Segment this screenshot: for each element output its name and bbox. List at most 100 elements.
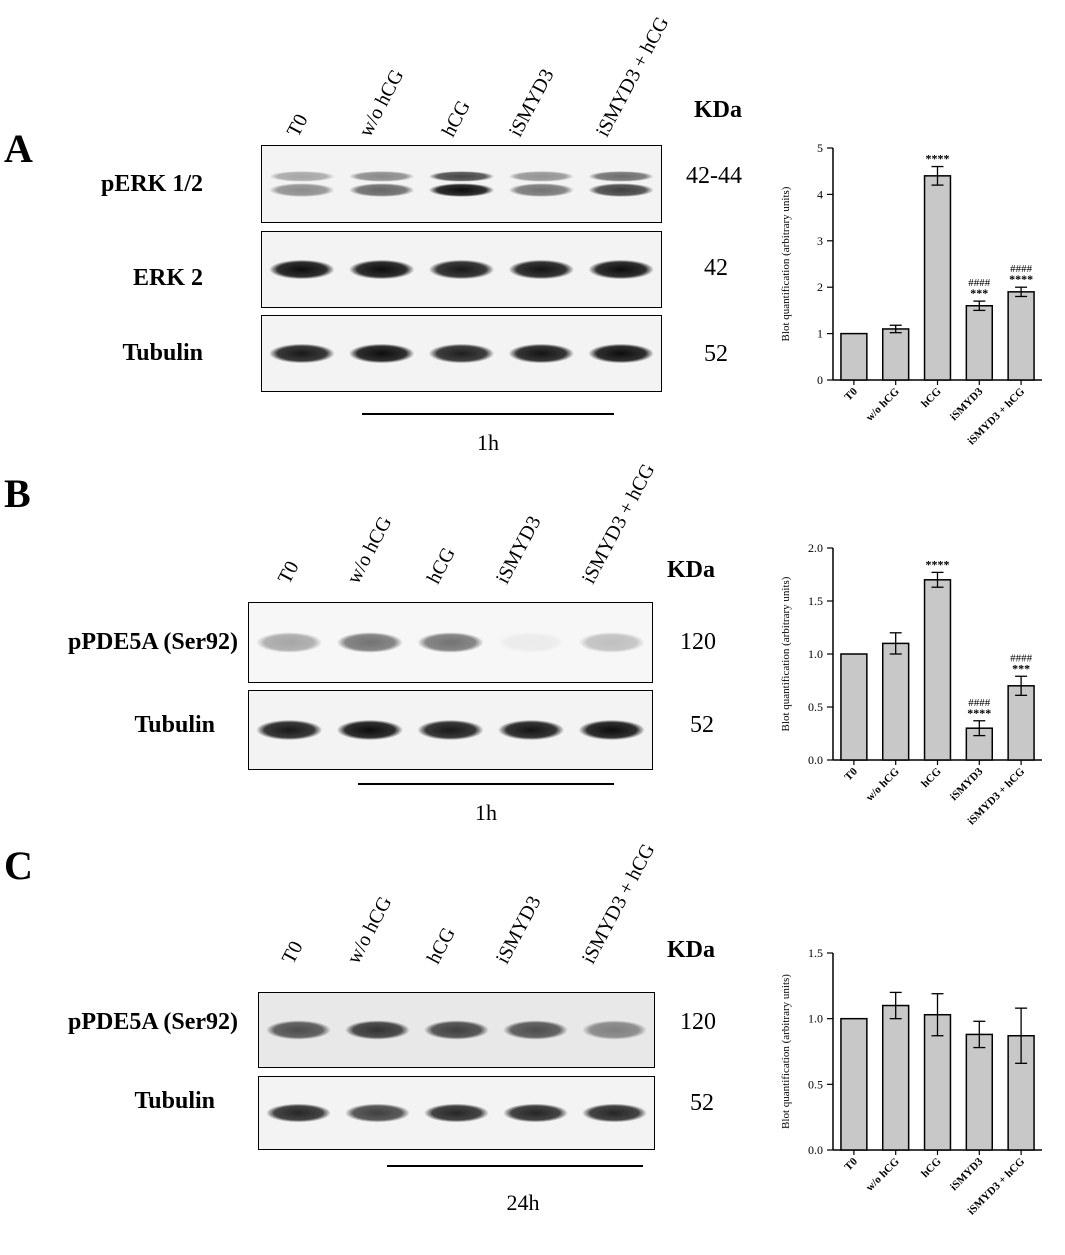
- panel-letter-b: B: [4, 471, 31, 516]
- x-tick-label: w/o hCG: [864, 765, 902, 803]
- blot-band: [428, 171, 495, 182]
- blot-image: [248, 690, 653, 770]
- y-tick-label: 1.0: [808, 647, 823, 661]
- blot-band: [498, 719, 565, 741]
- kda-label: KDa: [667, 557, 715, 583]
- molecular-weight: 120: [680, 1009, 716, 1035]
- y-axis-label: Blot quantification (arbitrary units): [780, 576, 792, 731]
- blot-image: [258, 992, 655, 1068]
- blot-band: [588, 171, 654, 182]
- molecular-weight: 52: [690, 712, 714, 738]
- x-tick-label: w/o hCG: [864, 385, 902, 423]
- lane-label: w/o hCG: [342, 892, 397, 968]
- blot-band: [578, 719, 645, 741]
- blot-band: [269, 343, 335, 364]
- time-bar: [358, 783, 614, 785]
- blot-band: [345, 1020, 410, 1040]
- blot-band: [266, 1020, 331, 1040]
- blot-image: [261, 315, 662, 392]
- bar: [965, 1033, 994, 1151]
- blot-band: [503, 1103, 568, 1123]
- row-label: Tubulin: [122, 340, 203, 366]
- time-label: 1h: [475, 800, 497, 825]
- blot-band: [266, 1103, 331, 1123]
- bar: [1007, 685, 1035, 761]
- bar: [965, 305, 994, 381]
- blot-band: [336, 632, 403, 653]
- bar: [881, 1004, 910, 1151]
- significance-stars: ****: [967, 706, 991, 720]
- blot-band: [428, 343, 495, 364]
- lane-label: w/o hCG: [354, 65, 409, 141]
- x-tick-label: hCG: [919, 765, 944, 790]
- lane-label: T0: [273, 557, 304, 588]
- molecular-weight: 42-44: [686, 163, 742, 189]
- x-tick-label: T0: [842, 765, 860, 783]
- blot-band: [269, 171, 335, 182]
- significance-stars: ****: [926, 152, 950, 166]
- blot-band: [424, 1020, 489, 1040]
- bar: [881, 328, 910, 381]
- blot-image: [261, 231, 662, 308]
- lane-label: w/o hCG: [342, 512, 397, 588]
- blot-band: [424, 1103, 489, 1123]
- blot-band: [508, 183, 575, 197]
- blot-band: [428, 183, 495, 197]
- blot-band: [588, 259, 654, 280]
- molecular-weight: 120: [680, 629, 716, 655]
- blot-band: [417, 719, 484, 741]
- x-tick-label: iSMYD3: [948, 385, 986, 423]
- time-bar: [362, 413, 614, 415]
- significance-stars: ****: [926, 557, 950, 571]
- bar-chart-c: Blot quantification (arbitrary units) 0.0…: [775, 945, 1060, 1250]
- y-axis-label: Blot quantification (arbitrary units): [780, 974, 792, 1129]
- molecular-weight: 42: [704, 255, 728, 281]
- bar: [840, 332, 868, 381]
- bar-chart-a: Blot quantification (arbitrary units) 0 1 2…: [775, 140, 1060, 480]
- blot-band: [578, 632, 645, 653]
- y-tick-label: 2.0: [808, 541, 823, 555]
- lane-label: T0: [277, 937, 308, 968]
- lane-label: iSMYD3: [491, 512, 546, 588]
- x-tick-label: iSMYD3: [948, 1155, 986, 1193]
- significance-stars: ***: [970, 286, 988, 300]
- blot-band: [256, 632, 323, 653]
- significance-hashes: ####: [1010, 652, 1033, 664]
- y-tick-label: 0.5: [808, 700, 823, 714]
- bar: [923, 1013, 952, 1151]
- lane-label: hCG: [422, 543, 460, 588]
- bar: [923, 579, 952, 761]
- lane-label: iSMYD3 + hCG: [577, 840, 660, 968]
- lane-label: iSMYD3 + hCG: [591, 13, 674, 141]
- y-tick-label: 1.5: [808, 594, 823, 608]
- blot-image: [248, 602, 653, 683]
- y-tick-label: 1: [817, 327, 823, 341]
- bar: [923, 175, 952, 381]
- blot-image: [258, 1076, 655, 1150]
- bar: [1007, 291, 1035, 381]
- blot-band: [582, 1103, 647, 1123]
- blot-band: [588, 343, 654, 364]
- y-tick-label: 0: [817, 373, 823, 387]
- blot-band: [336, 719, 403, 741]
- blot-band: [345, 1103, 410, 1123]
- x-tick-label: T0: [842, 1155, 860, 1173]
- lane-label: iSMYD3 + hCG: [577, 460, 660, 588]
- y-tick-label: 4: [817, 187, 823, 201]
- blot-band: [417, 632, 484, 653]
- bar: [840, 1017, 868, 1151]
- lane-label: hCG: [437, 96, 475, 141]
- blot-band: [348, 259, 415, 280]
- time-label: 1h: [477, 430, 499, 455]
- bar-chart-b: Blot quantification (arbitrary units) 0.0…: [775, 540, 1060, 860]
- row-label: pPDE5A (Ser92): [68, 1009, 238, 1035]
- lane-label: T0: [282, 110, 313, 141]
- blot-band: [348, 171, 415, 182]
- blot-band: [348, 343, 415, 364]
- row-label: pERK 1/2: [100, 171, 203, 197]
- significance-stars: ***: [1012, 661, 1030, 675]
- y-axis-label: Blot quantification (arbitrary units): [780, 186, 792, 341]
- blot-image: [261, 145, 662, 223]
- blot-band: [508, 343, 575, 364]
- significance-hashes: ####: [968, 277, 991, 289]
